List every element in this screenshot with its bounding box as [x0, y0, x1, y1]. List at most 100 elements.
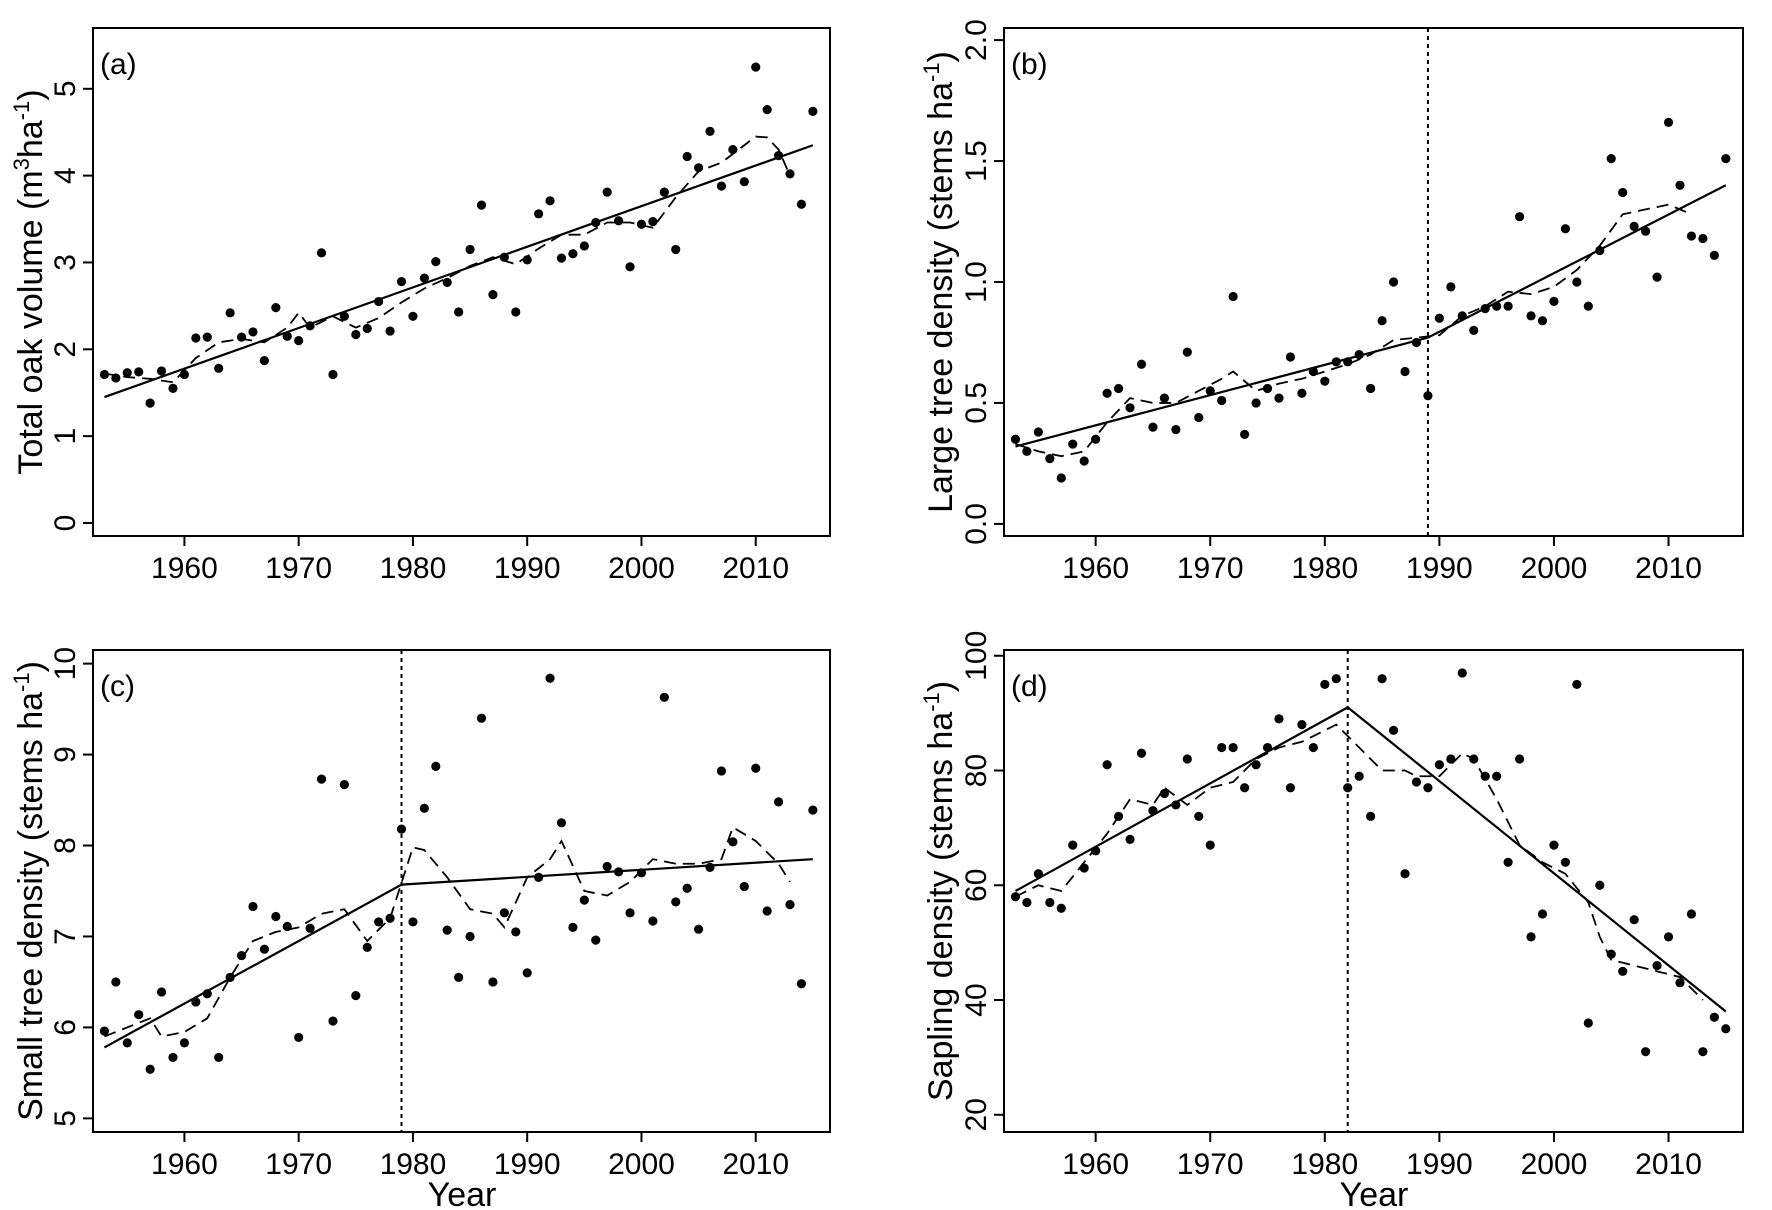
data-point-a-1979 [396, 276, 407, 287]
data-point-a-2015 [808, 106, 818, 116]
data-point-a-1981 [419, 273, 429, 283]
data-point-d-1991 [1446, 754, 1456, 764]
y-axis-label-b: Large tree density (stems ha-1) [919, 51, 960, 513]
fit-line-d [1014, 706, 1727, 1013]
data-point-c-1977 [374, 917, 384, 927]
data-point-d-1992 [1457, 668, 1467, 678]
y-axis-c: 5 6 7 8 9 10 [49, 647, 93, 1127]
data-point-a-1973 [328, 369, 338, 380]
data-point-a-1978 [385, 326, 395, 336]
data-point-c-1996 [591, 935, 601, 945]
data-point-c-1975 [351, 990, 361, 1001]
data-point-d-1962 [1113, 811, 1124, 822]
data-point-b-1986 [1388, 277, 1399, 287]
x-tick-label-b-2000: 2000 [1521, 552, 1588, 585]
data-point-a-1954 [111, 373, 121, 383]
data-point-d-2013 [1698, 1047, 1708, 1057]
data-point-d-1989 [1423, 783, 1433, 793]
data-point-a-1956 [134, 367, 144, 377]
fit-line-a [104, 144, 814, 399]
plot-frame-d [1003, 649, 1744, 1133]
data-point-a-1984 [454, 307, 464, 317]
x-tick-label-c-1960: 1960 [151, 1148, 218, 1181]
data-point-b-1995 [1492, 301, 1502, 311]
data-point-c-1962 [202, 989, 212, 999]
data-point-a-1993 [556, 253, 567, 263]
data-point-a-2011 [762, 105, 772, 115]
data-point-c-1997 [602, 861, 612, 872]
data-point-b-1970 [1205, 386, 1215, 396]
data-point-d-1977 [1285, 783, 1296, 793]
smoothed-curve-a [104, 135, 791, 384]
data-point-d-2014 [1709, 1012, 1719, 1022]
data-point-d-1978 [1297, 719, 1307, 730]
x-tick-label-d-1970: 1970 [1177, 1148, 1244, 1181]
plot-frame-b [1003, 27, 1744, 537]
x-tick-label-b-1970: 1970 [1177, 552, 1244, 585]
data-point-d-1987 [1400, 869, 1410, 879]
x-tick-label-d-1990: 1990 [1406, 1148, 1473, 1181]
data-point-b-1969 [1194, 412, 1204, 423]
data-point-d-1968 [1182, 754, 1192, 764]
data-point-c-2014 [796, 979, 807, 989]
data-point-c-1958 [156, 987, 167, 997]
data-point-c-1961 [191, 997, 201, 1007]
data-point-a-1985 [465, 244, 475, 255]
data-point-c-1966 [248, 901, 258, 912]
data-point-a-2006 [705, 126, 715, 136]
x-tick-label-b-1990: 1990 [1406, 552, 1473, 585]
data-point-b-1964 [1136, 359, 1147, 369]
y-tick-label-d-4: 100 [960, 631, 993, 681]
data-point-b-1972 [1228, 291, 1238, 302]
x-axis-a: 1960 1970 1980 1990 2000 2010 [151, 536, 789, 585]
data-point-b-1977 [1285, 352, 1296, 362]
data-point-c-1979 [396, 824, 407, 834]
data-point-c-1980 [408, 917, 418, 927]
data-point-b-1966 [1159, 393, 1170, 403]
data-point-a-1968 [271, 303, 281, 313]
data-point-c-1984 [454, 972, 464, 982]
data-point-d-2004 [1595, 880, 1605, 890]
data-point-d-1957 [1056, 903, 1066, 913]
data-point-b-1963 [1125, 403, 1135, 413]
data-point-d-1960 [1091, 846, 1101, 856]
data-point-a-1967 [259, 355, 269, 366]
data-point-c-2012 [773, 797, 784, 807]
data-point-d-1983 [1354, 771, 1364, 781]
x-axis-c: 1960 1970 1980 1990 2000 2010 [151, 1132, 789, 1181]
data-point-d-2002 [1572, 679, 1582, 690]
data-point-c-1976 [362, 942, 372, 952]
data-point-a-1982 [431, 256, 441, 267]
y-axis-label-c: Small tree density (stems ha-1) [9, 661, 50, 1121]
data-point-c-2005 [693, 924, 704, 934]
data-point-a-2001 [648, 217, 658, 227]
data-point-c-1955 [122, 1038, 132, 1048]
y-tick-label-b-2: 1.0 [960, 261, 993, 303]
panel-label-d: (d) [1011, 670, 1048, 703]
data-point-a-2009 [739, 177, 749, 187]
x-tick-label-b-2010: 2010 [1635, 552, 1702, 585]
data-point-c-1960 [179, 1038, 190, 1048]
data-point-c-1987 [488, 977, 498, 987]
y-tick-label-d-2: 60 [960, 869, 993, 902]
data-point-d-2006 [1618, 966, 1628, 976]
data-point-b-2010 [1663, 117, 1674, 127]
data-point-a-1963 [214, 363, 224, 374]
data-point-b-1976 [1274, 393, 1284, 403]
data-point-b-2015 [1721, 154, 1731, 164]
data-point-b-1968 [1182, 347, 1192, 357]
data-point-a-1966 [248, 327, 258, 337]
x-axis-d: 1960 1970 1980 1990 2000 2010 [1062, 1132, 1702, 1181]
data-point-c-2004 [682, 883, 692, 893]
y-axis-a: 0 1 2 3 4 5 [49, 80, 93, 531]
y-tick-label-a-0: 0 [49, 515, 82, 532]
data-point-c-1973 [328, 1016, 338, 1026]
y-tick-label-c-3: 8 [49, 837, 82, 854]
data-point-d-1969 [1194, 811, 1204, 822]
data-point-a-1995 [579, 241, 589, 251]
data-point-c-1953 [99, 1026, 110, 1036]
data-point-b-1954 [1022, 446, 1032, 456]
data-point-c-1982 [431, 761, 441, 772]
fit-line-c [103, 858, 813, 1049]
data-point-d-1999 [1537, 909, 1548, 919]
